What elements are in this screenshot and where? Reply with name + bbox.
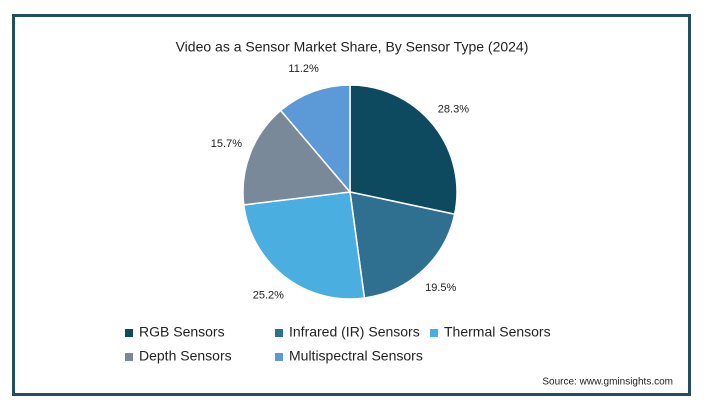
chart-title: Video as a Sensor Market Share, By Senso… xyxy=(176,39,529,55)
pie-slice xyxy=(279,84,351,195)
data-label: 15.7% xyxy=(211,138,242,150)
data-label: 19.5% xyxy=(425,282,456,294)
data-label: 11.2% xyxy=(288,63,319,75)
pie-slice xyxy=(349,191,456,299)
pie-slice xyxy=(242,109,352,206)
legend-label: RGB Sensors xyxy=(139,324,225,340)
legend-swatch xyxy=(125,329,133,337)
data-label: 25.2% xyxy=(253,290,284,302)
legend-label: Thermal Sensors xyxy=(444,324,551,340)
pie-slice xyxy=(349,84,458,216)
legend-swatch xyxy=(125,353,133,361)
legend-swatch xyxy=(430,329,438,337)
legend-label: Infrared (IR) Sensors xyxy=(289,324,420,340)
data-label: 28.3% xyxy=(438,103,469,115)
legend-label: Depth Sensors xyxy=(139,348,232,364)
legend-swatch xyxy=(275,329,283,337)
legend-label: Multispectral Sensors xyxy=(289,348,423,364)
source: Source: www.gminsights.com xyxy=(542,377,673,388)
legend-swatch xyxy=(275,353,283,361)
pie-slice xyxy=(242,191,366,300)
